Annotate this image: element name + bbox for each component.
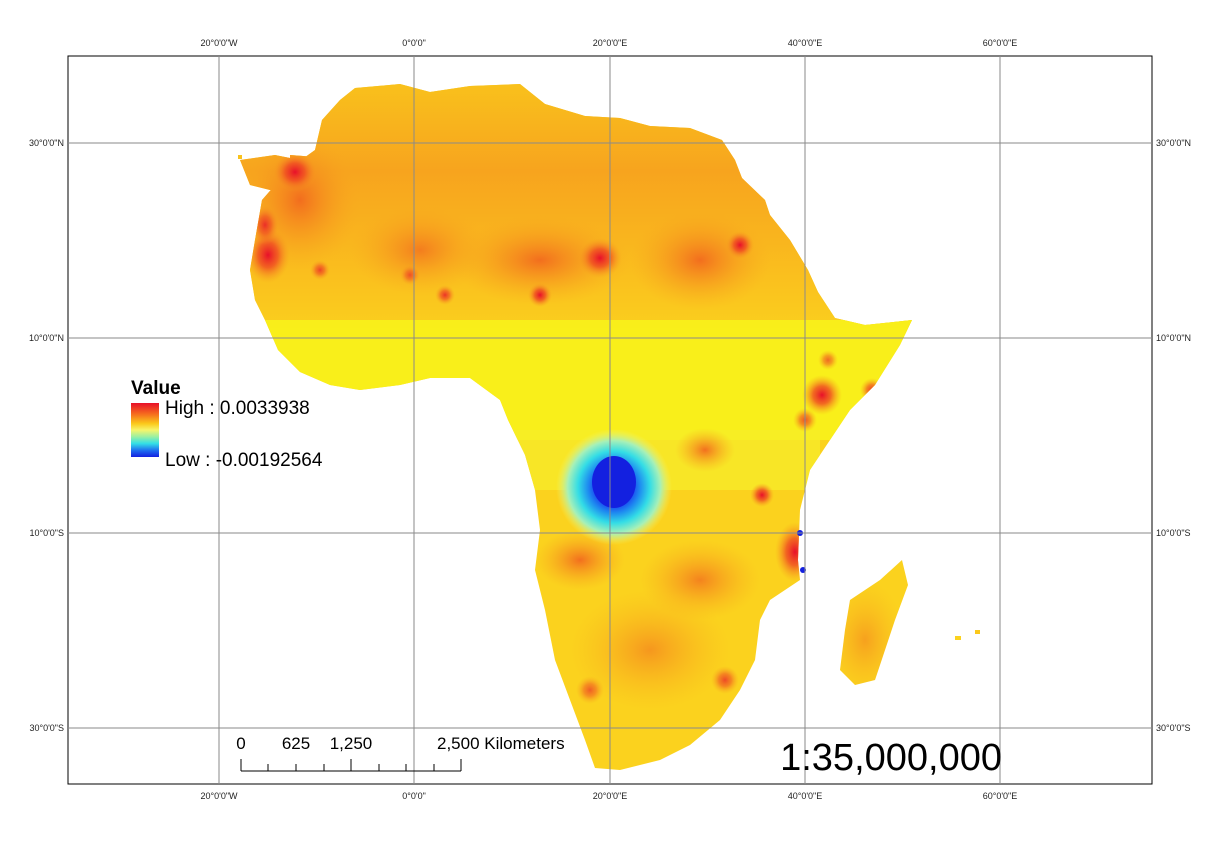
scale-bar: 0 625 1,250 2,500 Kilometers [236, 734, 565, 772]
right-label-1: 10°0'0"N [1156, 333, 1191, 343]
top-label-2: 20°0'0"E [593, 38, 628, 48]
bottom-label-4: 60°0'0"E [983, 791, 1018, 801]
top-label-0: 20°0'0"W [200, 38, 238, 48]
left-label-2: 10°0'0"S [29, 528, 64, 538]
right-label-3: 30°0'0"S [1156, 723, 1191, 733]
right-label-2: 10°0'0"S [1156, 528, 1191, 538]
left-label-0: 30°0'0"N [29, 138, 64, 148]
scale-ratio: 1:35,000,000 [780, 737, 1002, 779]
graticule [68, 56, 1152, 784]
left-label-1: 10°0'0"N [29, 333, 64, 343]
legend-high-label: High : 0.0033938 [165, 398, 310, 419]
scale-label-2500: 2,500 Kilometers [437, 734, 565, 753]
bottom-label-2: 20°0'0"E [593, 791, 628, 801]
graticule-labels-top: 20°0'0"W 0°0'0" 20°0'0"E 40°0'0"E 60°0'0… [200, 38, 1017, 48]
scale-label-1250: 1,250 [330, 734, 373, 753]
bottom-label-1: 0°0'0" [402, 791, 426, 801]
left-label-3: 30°0'0"S [29, 723, 64, 733]
right-label-0: 30°0'0"N [1156, 138, 1191, 148]
scale-label-0: 0 [236, 734, 245, 753]
legend-low-label: Low : -0.00192564 [165, 450, 323, 471]
scale-label-625: 625 [282, 734, 310, 753]
top-label-1: 0°0'0" [402, 38, 426, 48]
legend-title: Value [131, 378, 181, 399]
top-label-3: 40°0'0"E [788, 38, 823, 48]
bottom-label-3: 40°0'0"E [788, 791, 823, 801]
bottom-label-0: 20°0'0"W [200, 791, 238, 801]
graticule-labels-bottom: 20°0'0"W 0°0'0" 20°0'0"E 40°0'0"E 60°0'0… [200, 791, 1017, 801]
graticule-labels-left: 30°0'0"N 10°0'0"N 10°0'0"S 30°0'0"S [29, 138, 64, 733]
graticule-labels-right: 30°0'0"N 10°0'0"N 10°0'0"S 30°0'0"S [1156, 138, 1191, 733]
legend-color-ramp [131, 403, 159, 457]
top-label-4: 60°0'0"E [983, 38, 1018, 48]
scale-bar-line [240, 759, 462, 772]
legend: Value High : 0.0033938 Low : -0.00192564 [131, 378, 323, 471]
